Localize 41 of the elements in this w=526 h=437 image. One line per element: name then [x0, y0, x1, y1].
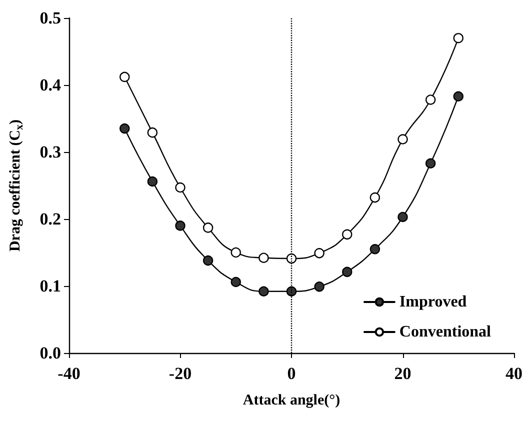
point [120, 72, 130, 82]
x-tick-label: 40 [506, 364, 522, 383]
legend-label: Conventional [399, 324, 492, 340]
point [202, 222, 214, 233]
y-tick-label: 0.3 [40, 142, 61, 162]
y-tick-label: 0.0 [40, 344, 61, 362]
point [398, 134, 408, 144]
point [314, 282, 324, 292]
point [425, 94, 436, 105]
point [453, 91, 464, 102]
point [120, 123, 130, 134]
point [398, 212, 408, 222]
x-tick-label: 20 [394, 364, 412, 383]
point [314, 248, 324, 258]
y-tick-label: 0.4 [40, 76, 62, 94]
point [342, 266, 352, 278]
point [202, 255, 214, 266]
point [147, 176, 158, 187]
point [286, 253, 297, 264]
point [258, 252, 269, 263]
y-axis-title: Drag coefficient (Cx) [8, 119, 26, 252]
y-tick-label: 0.2 [40, 210, 61, 228]
y-tick-label: 0.1 [40, 276, 61, 296]
x-tick-label: 0 [287, 364, 296, 383]
point [425, 158, 436, 168]
point [175, 182, 186, 193]
point [453, 33, 464, 44]
x-tick-label: -40 [58, 364, 80, 383]
point [147, 127, 158, 138]
point [258, 286, 269, 296]
point [286, 286, 297, 296]
point [370, 192, 380, 203]
y-tick-label: 0.5 [40, 8, 61, 28]
point [230, 276, 241, 288]
point [175, 220, 186, 231]
point [342, 229, 352, 240]
point [370, 244, 380, 254]
x-axis-title: Attack angle(°) [242, 392, 340, 408]
point [230, 247, 241, 258]
legend-label: Improved [399, 294, 467, 310]
x-tick-label: -20 [168, 364, 192, 383]
